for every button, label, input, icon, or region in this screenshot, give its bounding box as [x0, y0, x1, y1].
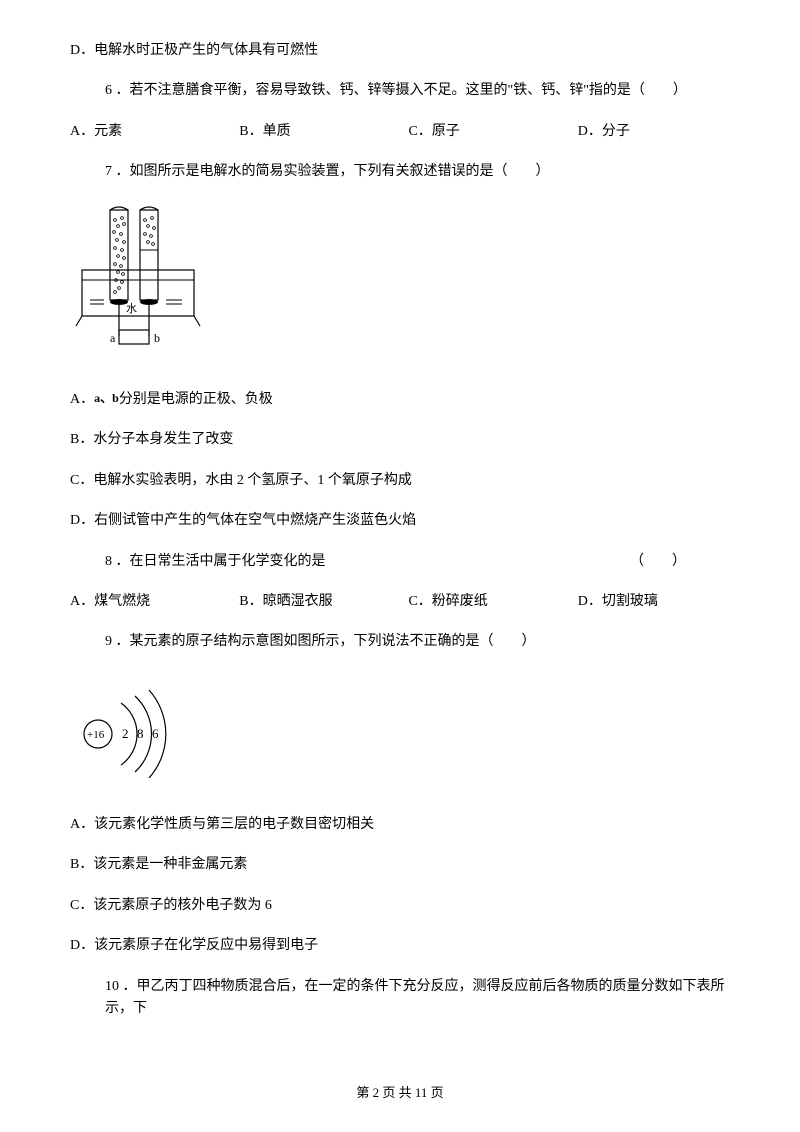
q7-opt-b: B．水分子本身发生了改变 — [70, 429, 730, 451]
q6-opt-d: D．分子 — [578, 121, 730, 143]
q8-stem: 8 ．在日常生活中属于化学变化的是 — [105, 551, 630, 573]
q10-stem: 10 ．甲乙丙丁四种物质混合后，在一定的条件下充分反应，测得反应前后各物质的质量… — [70, 976, 730, 1021]
label-water: 水 — [126, 302, 137, 315]
q8-opt-a: A．煤气燃烧 — [70, 591, 239, 613]
q7-opt-d: D．右侧试管中产生的气体在空气中燃烧产生淡蓝色火焰 — [70, 510, 730, 532]
q7-stem: 7 ．如图所示是电解水的简易实验装置，下列有关叙述错误的是（ ） — [70, 161, 730, 183]
q7-a-post: 分别是电源的正极、负极 — [119, 392, 273, 407]
page-footer: 第 2 页 共 11 页 — [0, 1083, 800, 1104]
q6-options: A．元素 B．单质 C．原子 D．分子 — [70, 121, 730, 143]
label-b: b — [154, 331, 160, 345]
q7-a-pre: A． — [70, 392, 94, 407]
q6-opt-b: B．单质 — [239, 121, 408, 143]
q9-opt-a: A．该元素化学性质与第三层的电子数目密切相关 — [70, 814, 730, 836]
q9-opt-c: C．该元素原子的核外电子数为 6 — [70, 895, 730, 917]
q8-opt-d: D．切割玻璃 — [578, 591, 730, 613]
shell-1: 2 — [122, 726, 129, 741]
shell-2: 8 — [137, 726, 144, 741]
q8-opt-c: C．粉碎废纸 — [408, 591, 577, 613]
atom-figure: +16 2 8 6 — [70, 678, 730, 786]
q7-opt-c: C．电解水实验表明，水由 2 个氢原子、1 个氧原子构成 — [70, 470, 730, 492]
electrolysis-figure: a b 水 — [70, 202, 730, 365]
q9-opt-b: B．该元素是一种非金属元素 — [70, 854, 730, 876]
q8-options: A．煤气燃烧 B．晾晒湿衣服 C．粉碎废纸 D．切割玻璃 — [70, 591, 730, 613]
nucleus-label: +16 — [87, 729, 105, 741]
q9-stem: 9 ．某元素的原子结构示意图如图所示，下列说法不正确的是（ ） — [70, 631, 730, 653]
q8-opt-b: B．晾晒湿衣服 — [239, 591, 408, 613]
q8-paren: （ ） — [630, 551, 730, 573]
q9-opt-d: D．该元素原子在化学反应中易得到电子 — [70, 935, 730, 957]
q6-opt-a: A．元素 — [70, 121, 239, 143]
q6-stem: 6 ．若不注意膳食平衡，容易导致铁、钙、锌等摄入不足。这里的"铁、钙、锌"指的是… — [70, 80, 730, 102]
q5-opt-d: D．电解水时正极产生的气体具有可燃性 — [70, 40, 730, 62]
q7-opt-a: A．a、b分别是电源的正极、负极 — [70, 389, 730, 411]
q7-a-sup: a、b — [94, 391, 119, 405]
q8-stem-row: 8 ．在日常生活中属于化学变化的是 （ ） — [70, 551, 730, 573]
shell-3: 6 — [152, 726, 159, 741]
q6-opt-c: C．原子 — [408, 121, 577, 143]
label-a: a — [110, 331, 116, 345]
